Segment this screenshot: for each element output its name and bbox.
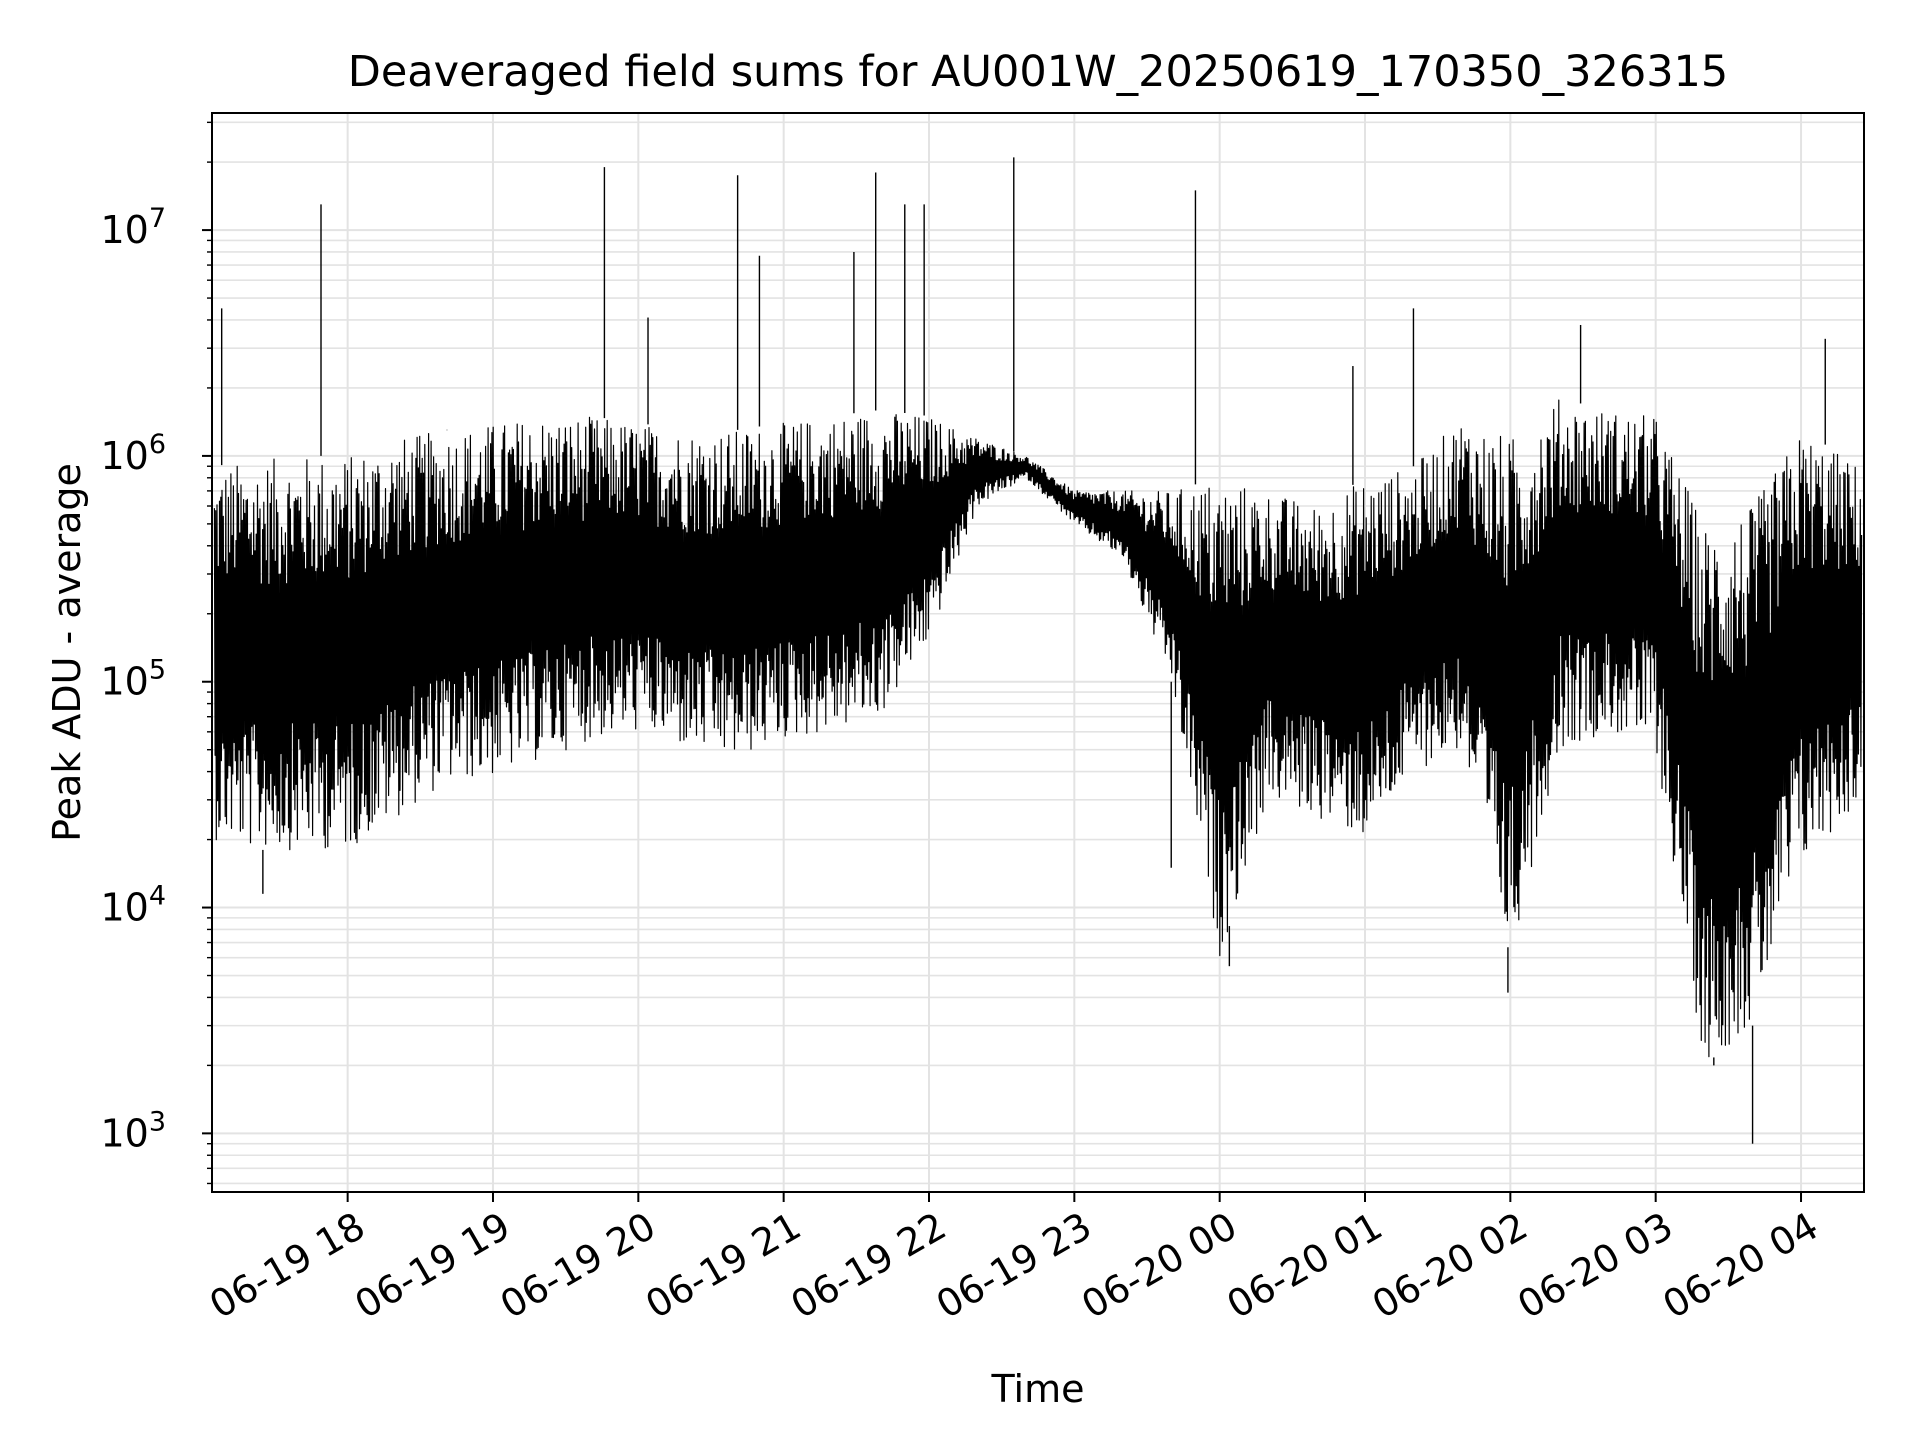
y-tick-label: 104 — [100, 881, 166, 930]
x-tick-label: 06-20 04 — [1656, 1204, 1826, 1328]
y-tick-exponent: 5 — [149, 655, 166, 686]
chart-title: Deaveraged field sums for AU001W_2025061… — [348, 47, 1729, 97]
y-axis-label: Peak ADU - average — [45, 463, 89, 842]
series-line — [213, 399, 1863, 1058]
y-tick-exponent: 6 — [149, 429, 166, 460]
y-tick-base: 10 — [100, 886, 148, 930]
x-tick-label: 06-19 18 — [202, 1204, 372, 1328]
y-tick-base: 10 — [100, 208, 148, 252]
x-axis-label: Time — [991, 1367, 1085, 1411]
y-tick-label: 107 — [100, 203, 166, 252]
y-tick-label: 103 — [100, 1106, 166, 1155]
series — [213, 157, 1863, 1144]
x-tick-label: 06-19 21 — [638, 1204, 808, 1328]
y-tick-base: 10 — [100, 434, 148, 478]
y-tick-exponent: 3 — [149, 1106, 166, 1137]
plot-frame — [211, 112, 1865, 1193]
y-tick-base: 10 — [100, 1111, 148, 1155]
x-tick-label: 06-20 01 — [1220, 1204, 1390, 1328]
x-tick-label: 06-20 02 — [1365, 1204, 1535, 1328]
x-tick-label: 06-19 20 — [493, 1204, 663, 1328]
y-tick-exponent: 7 — [149, 203, 166, 234]
x-tick-label: 06-19 22 — [784, 1204, 954, 1328]
x-tick-label: 06-19 23 — [929, 1204, 1099, 1328]
y-tick-base: 10 — [100, 660, 148, 704]
x-tick-label: 06-19 19 — [348, 1204, 518, 1328]
grid — [212, 113, 1864, 1192]
y-tick-exponent: 4 — [149, 881, 166, 912]
y-tick-label: 105 — [100, 655, 166, 704]
x-tick-label: 06-20 00 — [1074, 1204, 1244, 1328]
y-tick-label: 106 — [100, 429, 166, 478]
x-tick-label: 06-20 03 — [1510, 1204, 1680, 1328]
